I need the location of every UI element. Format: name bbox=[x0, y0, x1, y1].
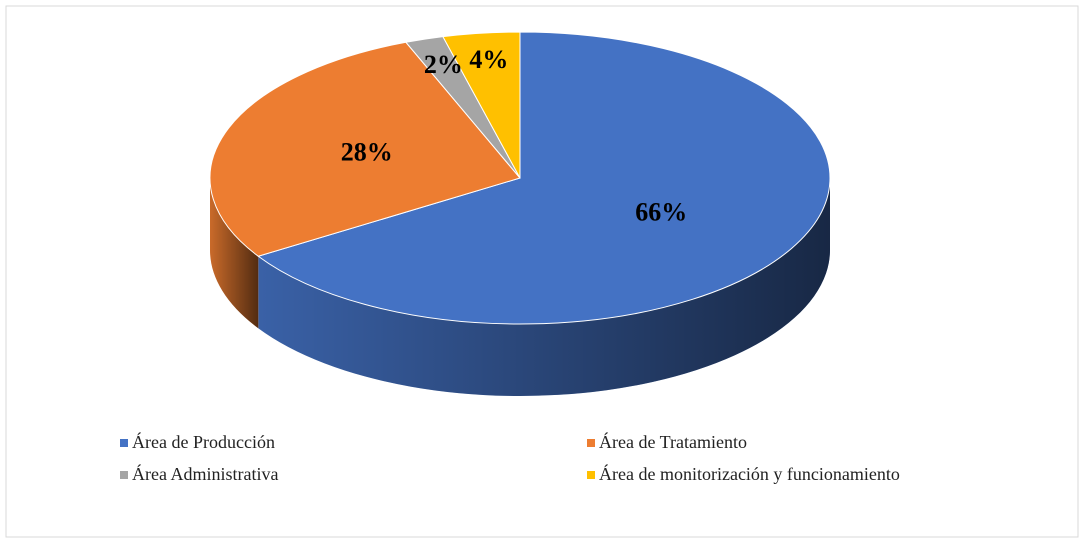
legend-label: Área de Tratamiento bbox=[599, 431, 747, 452]
data-label: 2% bbox=[424, 50, 463, 79]
data-label: 4% bbox=[469, 45, 508, 74]
data-label: 66% bbox=[635, 198, 687, 227]
slice-side-shade bbox=[210, 178, 259, 329]
legend-swatch bbox=[120, 471, 128, 479]
legend-label: Área Administrativa bbox=[132, 463, 278, 484]
slice bbox=[442, 31, 521, 179]
legend-swatch bbox=[587, 439, 595, 447]
data-label: 28% bbox=[341, 138, 393, 167]
legend-swatch bbox=[120, 439, 128, 447]
legend-label: Área de Producción bbox=[132, 431, 275, 452]
slice bbox=[209, 41, 521, 257]
slice bbox=[257, 31, 831, 325]
legend-label: Área de monitorización y funcionamiento bbox=[599, 463, 900, 484]
legend-swatch bbox=[587, 471, 595, 479]
slice-side-shade bbox=[258, 178, 831, 397]
